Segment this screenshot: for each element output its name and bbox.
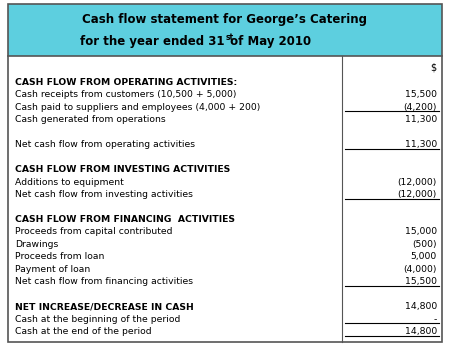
- Text: Cash at the end of the period: Cash at the end of the period: [15, 327, 152, 336]
- Text: for the year ended 31: for the year ended 31: [81, 35, 225, 47]
- Text: (4,200): (4,200): [404, 103, 437, 112]
- Text: Proceeds from loan: Proceeds from loan: [15, 252, 104, 262]
- Text: 11,300: 11,300: [405, 140, 437, 149]
- Text: CASH FLOW FROM OPERATING ACTIVITIES:: CASH FLOW FROM OPERATING ACTIVITIES:: [15, 78, 237, 87]
- Text: (12,000): (12,000): [398, 177, 437, 186]
- Text: 15,500: 15,500: [405, 277, 437, 286]
- Text: 14,800: 14,800: [405, 302, 437, 311]
- Text: Cash paid to suppliers and employees (4,000 + 200): Cash paid to suppliers and employees (4,…: [15, 103, 260, 112]
- Text: Cash generated from operations: Cash generated from operations: [15, 115, 166, 124]
- Text: $: $: [430, 62, 436, 72]
- Text: 5,000: 5,000: [411, 252, 437, 262]
- Text: Cash at the beginning of the period: Cash at the beginning of the period: [15, 315, 180, 324]
- Text: CASH FLOW FROM INVESTING ACTIVITIES: CASH FLOW FROM INVESTING ACTIVITIES: [15, 165, 230, 174]
- Text: NET INCREASE/DECREASE IN CASH: NET INCREASE/DECREASE IN CASH: [15, 302, 194, 311]
- Text: (500): (500): [413, 240, 437, 249]
- Text: st: st: [226, 33, 234, 42]
- Text: of May 2010: of May 2010: [226, 35, 311, 47]
- Text: Cash receipts from customers (10,500 + 5,000): Cash receipts from customers (10,500 + 5…: [15, 90, 236, 99]
- Text: Drawings: Drawings: [15, 240, 58, 249]
- Text: (12,000): (12,000): [398, 190, 437, 199]
- Text: 11,300: 11,300: [405, 115, 437, 124]
- Text: Net cash flow from operating activities: Net cash flow from operating activities: [15, 140, 195, 149]
- Text: -: -: [434, 315, 437, 324]
- Text: (4,000): (4,000): [404, 265, 437, 274]
- Text: CASH FLOW FROM FINANCING  ACTIVITIES: CASH FLOW FROM FINANCING ACTIVITIES: [15, 215, 235, 224]
- Text: 14,800: 14,800: [405, 327, 437, 336]
- Text: 15,500: 15,500: [405, 90, 437, 99]
- Text: Net cash flow from investing activities: Net cash flow from investing activities: [15, 190, 193, 199]
- Text: Payment of loan: Payment of loan: [15, 265, 90, 274]
- Text: 15,000: 15,000: [405, 227, 437, 236]
- Bar: [8, 4, 442, 56]
- Text: Cash flow statement for George’s Catering: Cash flow statement for George’s Caterin…: [82, 13, 368, 27]
- Text: Proceeds from capital contributed: Proceeds from capital contributed: [15, 227, 172, 236]
- Text: Net cash flow from financing activities: Net cash flow from financing activities: [15, 277, 193, 286]
- Text: Additions to equipment: Additions to equipment: [15, 177, 124, 186]
